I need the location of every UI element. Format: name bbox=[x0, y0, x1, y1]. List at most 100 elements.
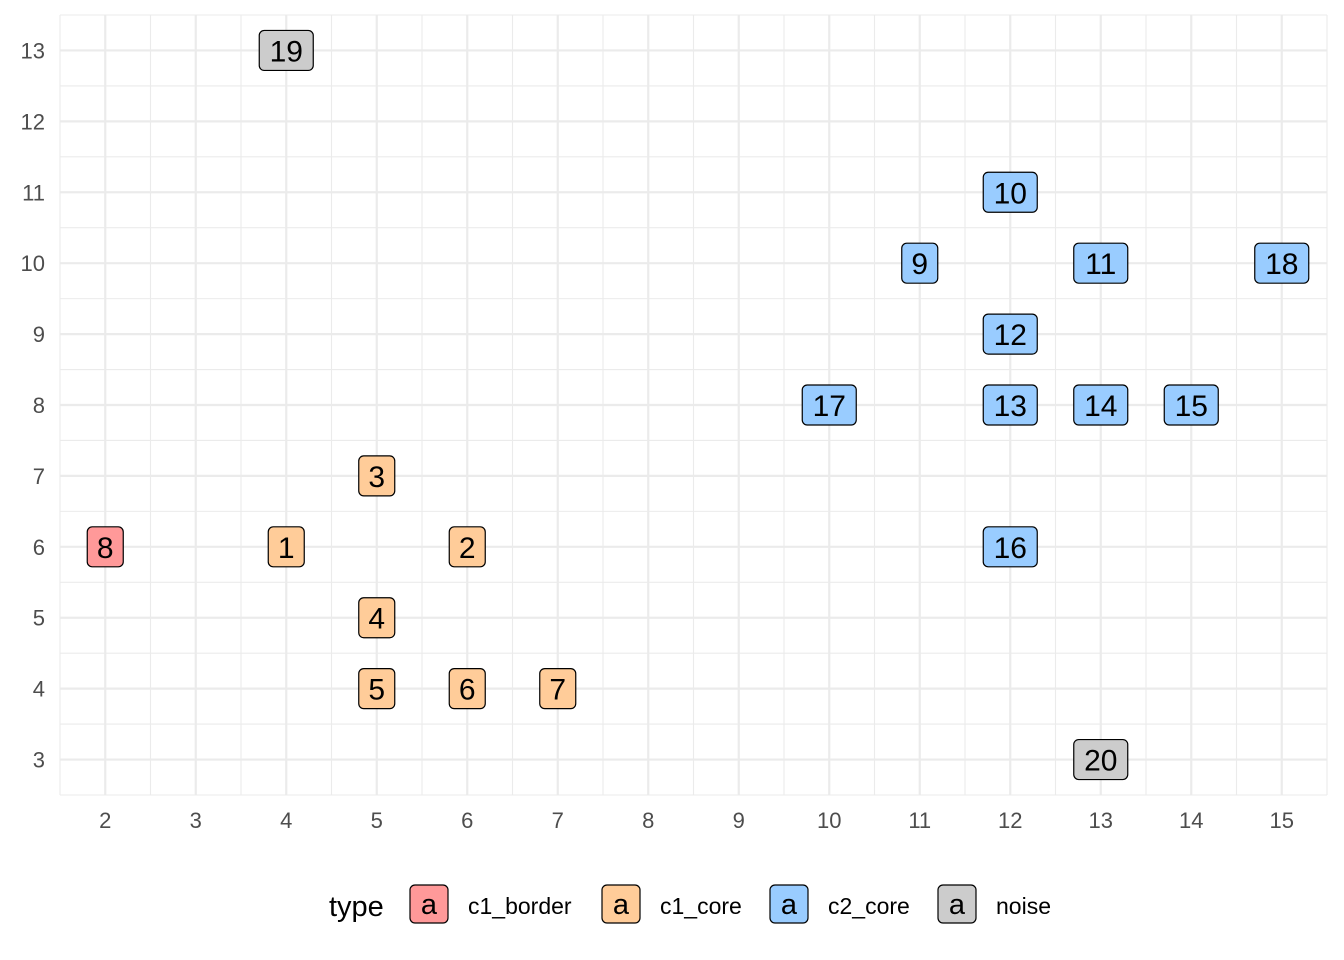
legend-label: c1_border bbox=[468, 893, 572, 919]
y-tick-label: 10 bbox=[21, 251, 45, 276]
data-point-label: 8 bbox=[97, 532, 114, 565]
legend-key-glyph: a bbox=[781, 889, 798, 921]
data-point-label: 15 bbox=[1175, 390, 1208, 423]
data-point: 18 bbox=[1254, 242, 1310, 284]
legend-entry: a c2_core bbox=[769, 884, 910, 924]
legend-entry: a c1_core bbox=[601, 884, 742, 924]
data-point: 8 bbox=[86, 526, 124, 568]
x-tick-label: 9 bbox=[733, 808, 745, 833]
data-point-box bbox=[358, 455, 396, 497]
y-tick-label: 6 bbox=[33, 535, 45, 560]
legend-key bbox=[601, 884, 641, 924]
legend-key bbox=[937, 884, 977, 924]
data-point-box bbox=[267, 526, 305, 568]
legend-key-glyph: a bbox=[949, 889, 966, 921]
data-point: 13 bbox=[982, 384, 1038, 426]
data-point-label: 11 bbox=[1085, 248, 1116, 281]
data-point: 15 bbox=[1163, 384, 1219, 426]
data-point-box bbox=[448, 668, 486, 710]
data-point-box bbox=[1073, 384, 1129, 426]
legend-entry: a noise bbox=[937, 884, 1051, 924]
data-point-label: 13 bbox=[994, 390, 1027, 423]
data-point-box bbox=[358, 668, 396, 710]
data-point-label: 19 bbox=[270, 35, 303, 68]
data-point: 9 bbox=[901, 242, 939, 284]
data-point-label: 9 bbox=[911, 248, 928, 281]
data-point: 16 bbox=[982, 526, 1038, 568]
data-point-label: 3 bbox=[368, 461, 385, 494]
x-tick-label: 7 bbox=[552, 808, 564, 833]
data-point: 4 bbox=[358, 597, 396, 639]
data-point-box bbox=[982, 171, 1038, 213]
x-tick-label: 10 bbox=[817, 808, 841, 833]
data-point-box bbox=[358, 597, 396, 639]
data-point-box bbox=[901, 242, 939, 284]
x-tick-label: 4 bbox=[280, 808, 292, 833]
data-point: 2 bbox=[448, 526, 486, 568]
data-point-box bbox=[982, 313, 1038, 355]
data-point-box bbox=[86, 526, 124, 568]
data-point-label: 18 bbox=[1265, 248, 1298, 281]
legend: type a c1_border a c1_core a c2_core a noise bbox=[329, 884, 1051, 924]
y-tick-label: 13 bbox=[21, 38, 45, 63]
x-tick-label: 15 bbox=[1270, 808, 1294, 833]
data-point-box bbox=[258, 29, 314, 72]
legend-key-glyph: a bbox=[421, 889, 438, 921]
data-point: 1 bbox=[267, 526, 305, 568]
data-point-label: 6 bbox=[459, 674, 476, 707]
data-point-label: 2 bbox=[459, 532, 476, 565]
y-tick-label: 9 bbox=[33, 322, 45, 347]
data-point-label: 17 bbox=[813, 390, 846, 423]
legend-key-glyph: a bbox=[613, 889, 630, 921]
data-point: 20 bbox=[1073, 738, 1129, 781]
y-axis-tick-labels: 3 4 5 6 7 8 9 10 11 12 13 bbox=[21, 38, 45, 772]
y-tick-label: 3 bbox=[33, 748, 45, 773]
legend-label: c1_core bbox=[660, 893, 742, 919]
data-point-label: 4 bbox=[368, 603, 385, 636]
data-point-box bbox=[1073, 738, 1129, 781]
data-point: 12 bbox=[982, 313, 1038, 355]
y-tick-label: 4 bbox=[33, 677, 45, 702]
legend-key bbox=[769, 884, 809, 924]
data-point: 7 bbox=[539, 668, 577, 710]
x-tick-label: 3 bbox=[190, 808, 202, 833]
legend-label: noise bbox=[996, 893, 1051, 919]
x-tick-label: 14 bbox=[1179, 808, 1203, 833]
x-tick-label: 6 bbox=[461, 808, 473, 833]
data-point-box bbox=[1163, 384, 1219, 426]
data-point: 11 bbox=[1073, 242, 1129, 284]
legend-entries: a c1_border a c1_core a c2_core a noise bbox=[409, 884, 1051, 924]
data-point: 5 bbox=[358, 668, 396, 710]
legend-entry: a c1_border bbox=[409, 884, 572, 924]
data-point-box bbox=[448, 526, 486, 568]
y-tick-label: 5 bbox=[33, 606, 45, 631]
data-point: 6 bbox=[448, 668, 486, 710]
x-tick-label: 2 bbox=[99, 808, 111, 833]
data-point-label: 7 bbox=[549, 674, 566, 707]
data-point-box bbox=[1254, 242, 1310, 284]
data-point: 14 bbox=[1073, 384, 1129, 426]
data-point-box bbox=[1073, 242, 1129, 284]
legend-label: c2_core bbox=[828, 893, 910, 919]
data-point-label: 10 bbox=[994, 177, 1027, 210]
y-tick-label: 12 bbox=[21, 109, 45, 134]
x-tick-label: 5 bbox=[371, 808, 383, 833]
data-point: 3 bbox=[358, 455, 396, 497]
data-point-label: 5 bbox=[368, 674, 385, 707]
y-tick-label: 11 bbox=[22, 180, 45, 205]
data-point-label: 14 bbox=[1084, 390, 1117, 423]
data-point: 17 bbox=[801, 384, 857, 426]
legend-key bbox=[409, 884, 449, 924]
data-point-label: 12 bbox=[994, 319, 1027, 352]
x-axis-tick-labels: 2 3 4 5 6 7 8 9 10 11 12 13 14 15 bbox=[99, 808, 1294, 833]
x-tick-label: 8 bbox=[642, 808, 654, 833]
data-point: 19 bbox=[258, 29, 314, 72]
data-point-box bbox=[539, 668, 577, 710]
data-point-label: 16 bbox=[994, 532, 1027, 565]
y-tick-label: 7 bbox=[33, 464, 45, 489]
y-tick-label: 8 bbox=[33, 393, 45, 418]
data-point-label: 1 bbox=[278, 532, 295, 565]
